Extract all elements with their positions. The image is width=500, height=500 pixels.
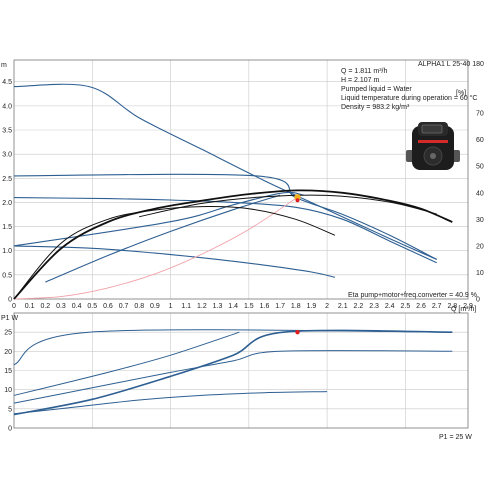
y2-tick-label: 0 (476, 297, 480, 304)
pump-icon (406, 122, 460, 170)
y-tick-label: 0.5 (2, 272, 12, 279)
x-tick-label: 2.2 (354, 303, 364, 310)
efficiency-unit-label: [%] (456, 90, 466, 97)
x-tick-label: 0.3 (56, 303, 66, 310)
y2-tick-label: 40 (476, 190, 484, 197)
info-q: Q = 1.811 m³/h (341, 68, 387, 75)
power-panel: 0 5 10 15 20 25 (4, 312, 469, 433)
efficiency-curve (13, 189, 453, 300)
y2-tick-label: 20 (476, 243, 484, 250)
head-curve (13, 245, 336, 278)
power-curve (13, 331, 240, 396)
x-tick-label: 1.3 (213, 303, 223, 310)
x-tick-label: 0.4 (72, 303, 82, 310)
x-tick-label: 0.9 (150, 303, 160, 310)
y2-tick-label: 50 (476, 164, 484, 171)
duty-point-marker (294, 194, 301, 201)
power-y-tick-label: 20 (4, 349, 12, 356)
x-tick-label: 1.5 (244, 303, 254, 310)
power-duty-point-marker (295, 329, 300, 335)
info-density: Density = 983.2 kg/m³ (341, 104, 410, 111)
x-tick-label: 1 (169, 303, 173, 310)
x-tick-label: 2.6 (416, 303, 426, 310)
efficiency-curve (13, 206, 336, 300)
x-tick-label: 0.1 (25, 303, 35, 310)
info-h: H = 2.107 m (341, 77, 379, 84)
head-curve (13, 197, 437, 264)
y2-tick-label: 30 (476, 217, 484, 224)
power-y-tick-label: 10 (4, 387, 12, 394)
x-tick-label: 2 (325, 303, 329, 310)
info-temp: Liquid temperature during operation = 60… (341, 94, 477, 102)
power-curve (13, 391, 328, 415)
head-curve (45, 194, 281, 283)
x-tick-label: 2.1 (338, 303, 348, 310)
info-liquid: Pumped liquid = Water (341, 86, 412, 93)
y-tick-label: 4.5 (2, 79, 12, 86)
power-y-tick-label: 5 (8, 406, 12, 413)
x-tick-label: 1.8 (291, 303, 301, 310)
x-tick-label: 1.1 (181, 303, 191, 310)
y-tick-label: 4.0 (2, 103, 12, 110)
power-curve (13, 329, 453, 416)
x-tick-label: 0.6 (103, 303, 113, 310)
x-tick-label: 1.9 (307, 303, 317, 310)
y-tick-label: 1.0 (2, 248, 12, 255)
x-tick-label: 1.7 (275, 303, 285, 310)
y2-tick-label: 60 (476, 137, 484, 144)
x-tick-label: 2.8 (447, 303, 457, 310)
head-frame (13, 59, 469, 300)
head-unit-label: m (1, 62, 7, 69)
x-tick-label: 0.8 (134, 303, 144, 310)
y-tick-label: 0 (8, 297, 12, 304)
head-panel: 0 0.1 0.2 0.3 0.4 0.5 0.6 0.7 0.8 0.9 1 1.1 1.2 1.3 1.… (2, 59, 484, 310)
x-tick-label: 2.9 (463, 303, 473, 310)
p1-readout: P1 = 25 W (439, 434, 472, 441)
head-curve (13, 191, 304, 247)
power-frame (13, 312, 469, 429)
x-tick-label: 0.2 (40, 303, 50, 310)
efficiency-curve (139, 194, 437, 218)
y-tick-label: 2.0 (2, 200, 12, 207)
head-curve (13, 83, 437, 260)
x-axis-label: Q [m³/h] (451, 306, 476, 313)
y2-tick-label: 10 (476, 270, 484, 277)
x-tick-label: 0.7 (119, 303, 129, 310)
eta-readout: Eta pump+motor+freq.converter = 40.9 % (348, 292, 477, 299)
x-tick-label: 2.4 (385, 303, 395, 310)
x-tick-label: 1.4 (228, 303, 238, 310)
x-tick-label: 1.6 (260, 303, 270, 310)
x-tick-label: 0 (12, 303, 16, 310)
duty-point-eff-marker (295, 198, 300, 203)
power-y-tick-label: 0 (8, 426, 12, 433)
system-curve (13, 196, 298, 300)
power-curve (13, 350, 453, 404)
power-curve (13, 329, 453, 366)
x-tick-label: 0.5 (87, 303, 97, 310)
y-tick-label: 2.5 (2, 176, 12, 183)
y-tick-label: 3.0 (2, 152, 12, 159)
head-curve (13, 173, 437, 260)
x-tick-label: 1.2 (197, 303, 207, 310)
power-unit-label: P1 W (1, 315, 19, 322)
x-tick-label: 2.5 (401, 303, 411, 310)
x-tick-label: 2.3 (369, 303, 379, 310)
power-y-tick-label: 25 (4, 330, 12, 337)
top-right-label: ALPHA1 L 25-40 180 (418, 61, 484, 68)
y2-tick-label: 70 (476, 111, 484, 118)
y-tick-label: 1.5 (2, 224, 12, 231)
power-y-tick-label: 15 (4, 368, 12, 375)
y-tick-label: 3.5 (2, 128, 12, 135)
x-tick-label: 2.7 (432, 303, 442, 310)
